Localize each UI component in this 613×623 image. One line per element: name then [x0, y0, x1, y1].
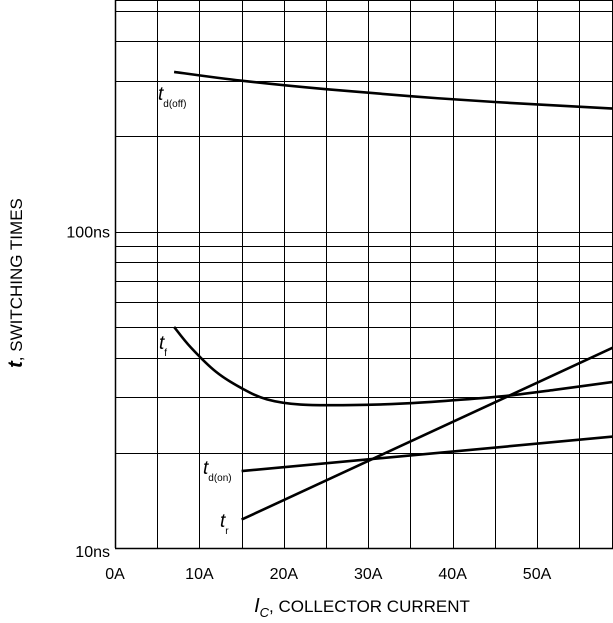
series-label-sub: r: [225, 526, 229, 537]
y-tick-label: 10ns: [75, 544, 110, 561]
series-label-sub: f: [164, 348, 167, 359]
x-tick-label: 10A: [185, 566, 214, 583]
series-label-sub: d(on): [208, 473, 231, 484]
x-tick-label: 0A: [105, 566, 125, 583]
y-axis-title-rest: , SWITCHING TIMES: [7, 198, 26, 361]
series-label-main: t: [158, 84, 164, 105]
x-tick-label: 40A: [438, 566, 467, 583]
y-axis-title-var: t: [5, 360, 27, 368]
series-label-main: t: [159, 333, 165, 354]
series-line-t-d-off: [173, 70, 613, 110]
series-label-sub: d(off): [163, 99, 186, 110]
x-axis-title: IC, COLLECTOR CURRENT: [254, 595, 470, 620]
y-axis-title: t, SWITCHING TIMES: [5, 198, 27, 368]
x-tick-label: 50A: [523, 566, 552, 583]
y-tick-label: 100ns: [66, 225, 110, 242]
x-tick-label: 20A: [270, 566, 299, 583]
series-line-t-r: [241, 346, 613, 521]
series-layer: [173, 70, 613, 521]
series-label-main: t: [203, 458, 209, 479]
x-axis-title-sub: C: [260, 605, 270, 620]
series-line-t-f: [173, 326, 613, 407]
series-label-t-d-on: td(on): [203, 458, 232, 484]
y-tick-labels: 10ns 100ns: [66, 225, 110, 561]
series-line-t-d-on: [241, 435, 613, 473]
x-tick-label: 30A: [354, 566, 383, 583]
x-axis-title-rest: , COLLECTOR CURRENT: [269, 597, 470, 616]
series-label-main: t: [220, 511, 226, 532]
plot-grid: [114, 0, 613, 550]
series-label-t-r: tr: [220, 511, 229, 537]
x-axis-title-var: I: [254, 595, 260, 617]
x-tick-labels: 0A 10A 20A 30A 40A 50A: [105, 566, 551, 583]
series-label-t-d-off: td(off): [158, 84, 186, 110]
series-label-t-f: tf: [159, 333, 167, 359]
